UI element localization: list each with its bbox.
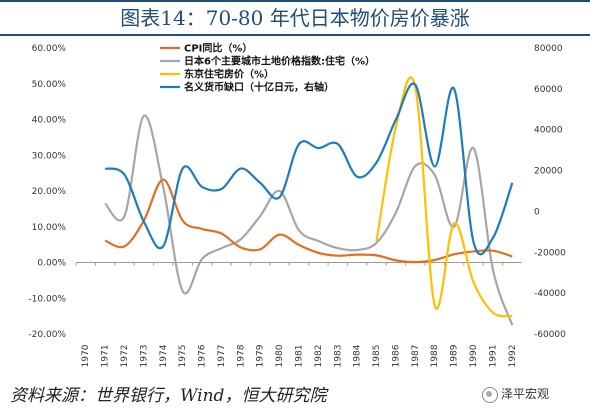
y-left-tick-label: 20.00% [32,187,67,197]
chart: 1970 1971 1972 1973 1974 1975 1976 1977 1978 1979… [28,42,566,368]
series-line-2 [375,76,513,318]
x-tick-label: 1985 [372,345,382,368]
x-tick-label: 1979 [256,344,266,367]
x-tick-label: 1987 [411,345,421,368]
y-right-tick-label: 40000 [534,126,563,136]
y-right-tick-label: 0 [534,207,540,217]
x-tick-label: 1990 [469,344,479,367]
y-left-tick-label: -10.00% [28,294,66,304]
chart-title: 图表14：70-80 年代日本物价房价暴涨 [0,0,590,36]
x-tick-label: 1974 [159,344,169,367]
y-right-tick-label: 60000 [534,85,563,95]
y-left-tick-label: 40.00% [32,116,67,126]
x-tick-label: 1991 [488,345,498,368]
x-tick-label: 1980 [275,344,285,367]
x-tick-label: 1986 [391,344,401,367]
x-tick-label: 1982 [314,345,324,368]
x-tick-label: 1975 [178,345,188,368]
x-tick-label: 1989 [450,344,460,367]
y-left-tick-label: 30.00% [32,151,67,161]
x-tick-label: 1988 [430,344,440,367]
y-left-tick-label: 0.00% [37,259,66,269]
x-tick-label: 1976 [198,344,208,367]
legend-label: 名义货币缺口（十亿日元，右轴） [184,81,334,94]
x-tick-label: 1971 [101,345,111,368]
x-tick-label: 1972 [120,345,130,368]
y-left-tick-label: -20.00% [28,330,66,340]
x-tick-label: 1977 [217,345,227,368]
y-right-tick-label: 20000 [534,167,563,177]
legend-label: CPI同比（%） [184,42,252,55]
y-left-tick-label: 60.00% [32,44,67,54]
legend-label: 东京住宅房价（%） [184,68,274,81]
wechat-icon [482,386,498,403]
y-left-tick-label: 50.00% [32,80,67,90]
y-right-tick-label: -60000 [534,330,566,340]
y-right-tick-label: -20000 [534,248,566,258]
x-tick-label: 1973 [139,345,149,368]
x-tick-label: 1984 [353,344,363,367]
x-tick-label: 1983 [333,345,343,368]
x-tick-label: 1970 [81,344,91,367]
x-tick-label: 1981 [295,345,305,368]
series-line-3 [104,82,514,256]
brand-text: 泽平宏观 [501,387,550,401]
source-note: 资料来源：世界银行，Wind，恒大研究院 [10,386,327,406]
brand-label: 泽平宏观 [482,385,549,403]
y-right-tick-label: 80000 [534,44,563,54]
series-line-1 [104,114,514,326]
x-tick-label: 1992 [508,345,518,368]
y-right-tick-label: -40000 [534,289,566,299]
x-tick-label: 1978 [236,344,246,367]
legend-label: 日本6个主要城市土地价格指数:住宅（%） [184,55,375,68]
y-left-tick-label: 10.00% [32,223,67,233]
series-line-0 [104,178,513,264]
